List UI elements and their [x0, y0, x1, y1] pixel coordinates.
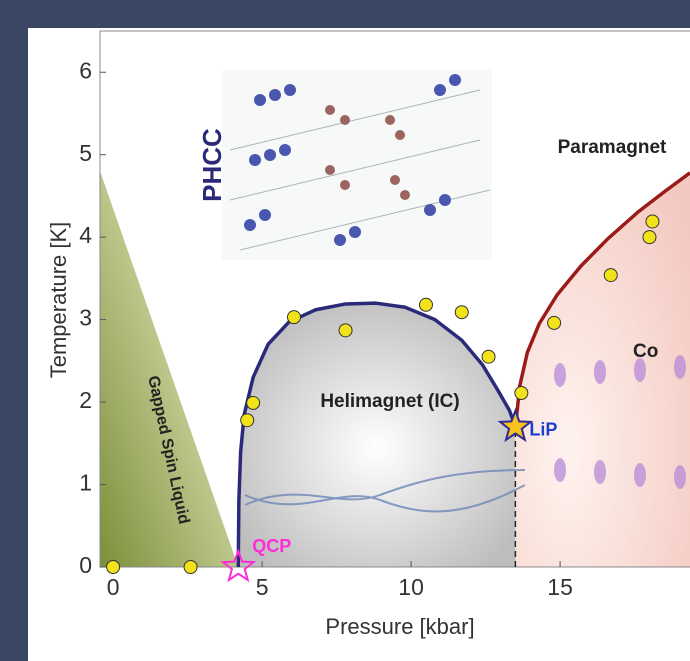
y-tick-label: 2	[79, 387, 92, 413]
y-tick-label: 4	[79, 222, 92, 248]
data-point	[247, 396, 260, 409]
data-point	[646, 215, 659, 228]
data-point	[339, 324, 352, 337]
critical-point-label: LiP	[529, 420, 557, 440]
compound-label: PHCC	[197, 128, 227, 202]
chart: 0 5 10 15 0 1 2 3 4 5 6 QCP LiP PHCC Paramagnet Heli…	[0, 0, 690, 661]
page: {"chart_data": { "type": "scatter", "x_l…	[0, 0, 690, 661]
data-point	[604, 269, 617, 282]
y-tick-label: 3	[79, 305, 92, 331]
data-point	[241, 414, 254, 427]
data-point	[455, 306, 468, 319]
data-point	[548, 316, 561, 329]
x-tick-label: 0	[107, 574, 120, 600]
x-tick-label: 10	[398, 574, 424, 600]
x-tick-label: 5	[256, 574, 269, 600]
commensurate-label: Co	[633, 341, 658, 362]
data-point	[419, 298, 432, 311]
y-tick-label: 5	[79, 140, 92, 166]
x-axis-label: Pressure [kbar]	[325, 614, 474, 639]
y-tick-label: 6	[79, 57, 92, 83]
y-tick-label: 1	[79, 470, 92, 496]
y-tick-label: 0	[79, 552, 92, 578]
paramagnet-label: Paramagnet	[558, 137, 667, 158]
data-point	[482, 350, 495, 363]
x-tick-label: 15	[547, 574, 573, 600]
data-point	[287, 311, 300, 324]
critical-point-label: QCP	[252, 536, 291, 556]
helimagnet-label: Helimagnet (IC)	[320, 391, 459, 412]
crystal-illustration	[222, 70, 492, 260]
data-point	[107, 561, 120, 574]
data-point	[515, 387, 528, 400]
data-point	[643, 231, 656, 244]
y-axis-label: Temperature [K]	[46, 222, 71, 379]
data-point	[184, 561, 197, 574]
